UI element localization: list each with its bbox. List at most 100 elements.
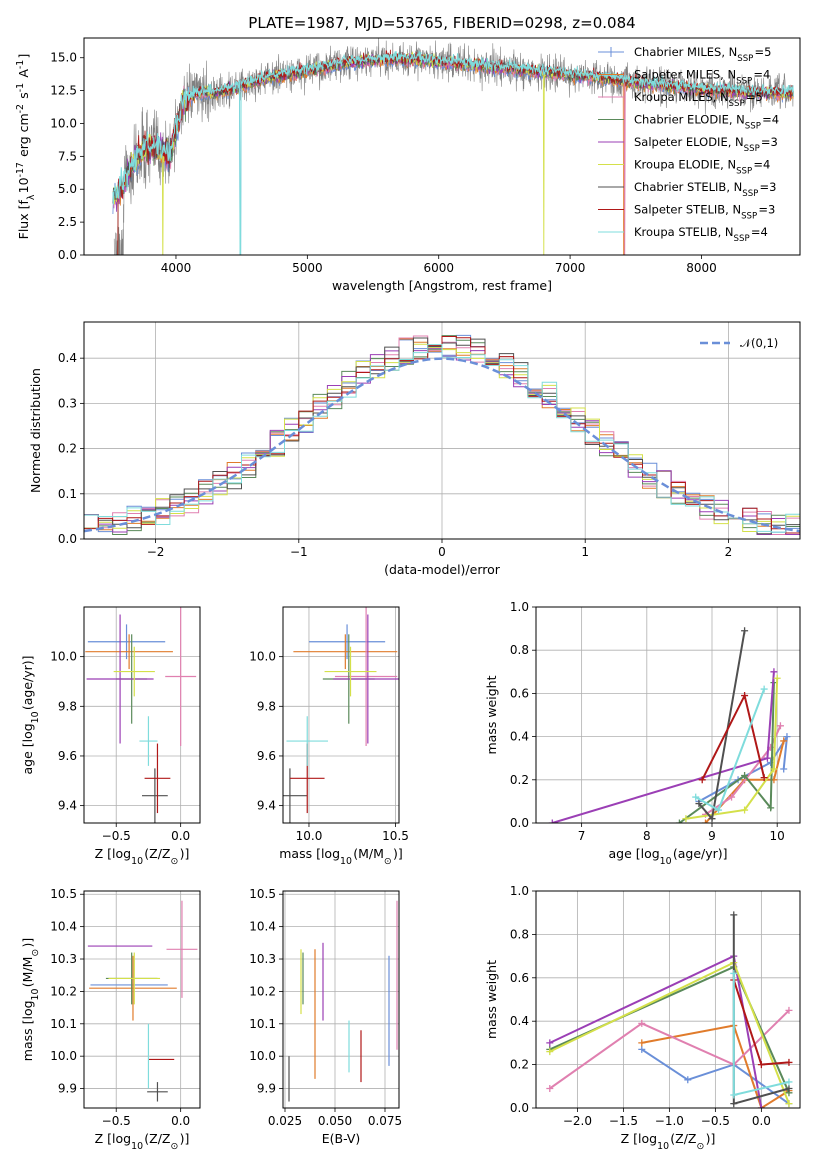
weight-line-kroupa_elodie (685, 678, 779, 820)
weight-marker-kroupa_elodie (741, 806, 749, 814)
plot-frame (83, 890, 201, 1109)
y-tick-label: 10.4 (50, 920, 77, 934)
x-tick-label: 10 (770, 829, 785, 843)
x-tick-label: 5000 (292, 261, 323, 275)
weight-marker-kroupa_miles (776, 722, 784, 730)
y-axis-label: mass weight (484, 675, 499, 754)
y-tick-label: 0.4 (510, 730, 529, 744)
weight-marker-chabrier_stelib (730, 911, 738, 919)
weight-marker-kroupa_stelib (715, 806, 723, 814)
weight-marker-kroupa_stelib (730, 1091, 738, 1099)
y-tick-label: 10.0 (50, 1049, 77, 1063)
x-tick-label: −1.0 (655, 1114, 684, 1128)
y-tick-label: 10.0 (50, 650, 77, 664)
legend-label: Kroupa MILES, NSSP =5 (634, 90, 763, 109)
weight-marker-salpeter_stelib (741, 692, 749, 700)
x-tick-label: 1 (581, 545, 589, 559)
y-tick-label: 10.0 (50, 116, 77, 130)
y-tick-label: 0.2 (510, 773, 529, 787)
x-tick-label: 0.0 (171, 829, 190, 843)
weight-line-chabrier_miles (641, 1048, 790, 1105)
plot-frame (83, 606, 201, 824)
x-tick-label: 0.0 (171, 1114, 190, 1128)
y-tick-label: 10.5 (249, 887, 276, 901)
y-tick-label: 10.1 (249, 1017, 276, 1031)
weight-marker-chabrier_stelib (730, 1100, 738, 1108)
y-tick-label: 9.8 (58, 699, 77, 713)
legend-label: Chabrier ELODIE, NSSP =4 (634, 113, 779, 132)
x-tick-label: −2 (147, 545, 165, 559)
legend-label: Kroupa ELODIE, NSSP =4 (634, 158, 770, 177)
x-tick-label: 0.0 (752, 1114, 771, 1128)
y-tick-label: 0.0 (58, 248, 77, 262)
weight-marker-kroupa_miles (638, 1019, 646, 1027)
x-axis-label: wavelength [Angstrom, rest frame] (332, 278, 552, 293)
weight-marker-chabrier_miles (783, 733, 791, 741)
weight-marker-chabrier_elodie (675, 819, 683, 823)
weights-plot-area (546, 911, 793, 1108)
y-tick-label: 2.5 (58, 215, 77, 229)
legend-label: Chabrier STELIB, NSSP =3 (634, 180, 776, 199)
weight-marker-kroupa_elodie (546, 1048, 554, 1056)
y-tick-label: 0.4 (510, 1014, 529, 1028)
weight-marker-salpeter_stelib (698, 776, 706, 784)
weight-marker-kroupa_elodie (785, 1100, 793, 1108)
weight-marker-salpeter_miles (638, 1039, 646, 1047)
x-tick-label: 4000 (161, 261, 192, 275)
plot-frame (83, 321, 801, 540)
x-axis-label: mass [log10 (M/M⊙ )] (279, 846, 402, 867)
weight-marker-chabrier_elodie (767, 804, 775, 812)
plot-frame (282, 890, 400, 1109)
y-tick-label: 10.3 (249, 952, 276, 966)
histogram-kroupa_stelib (84, 344, 800, 535)
errorbar-plot-area (85, 607, 197, 823)
weight-marker-kroupa_miles (785, 1006, 793, 1014)
y-tick-label: 0.0 (58, 532, 77, 546)
y-tick-label: 10.0 (249, 1049, 276, 1063)
y-tick-label: 9.9 (58, 1082, 77, 1096)
x-tick-label: −0.5 (102, 829, 131, 843)
y-axis-label: mass [log10 (M/M⊙ )] (20, 938, 41, 1061)
weight-marker-chabrier_miles (767, 759, 775, 767)
weight-marker-kroupa_elodie (773, 674, 781, 682)
y-axis-label: age [log10 (age/yr)] (20, 655, 41, 774)
y-tick-label: 9.4 (58, 799, 77, 813)
weight-marker-kroupa_elodie (682, 815, 690, 823)
weight-marker-chabrier_miles (684, 1076, 692, 1084)
weight-marker-salpeter_miles (701, 819, 709, 823)
x-tick-label: 0.025 (268, 1114, 302, 1128)
weight-marker-chabrier_stelib (695, 800, 703, 808)
x-tick-label: 0.075 (368, 1114, 402, 1128)
y-tick-label: 9.9 (257, 1082, 276, 1096)
y-tick-label: 10.2 (50, 984, 77, 998)
x-tick-label: 2 (725, 545, 733, 559)
weight-marker-chabrier_elodie (741, 771, 749, 779)
x-tick-label: 7000 (555, 261, 586, 275)
y-tick-label: 10.0 (249, 650, 276, 664)
x-tick-label: 6000 (423, 261, 454, 275)
y-tick-label: 9.4 (257, 799, 276, 813)
x-tick-label: 0 (438, 545, 446, 559)
weight-marker-chabrier_stelib (785, 1084, 793, 1092)
spectrum-plot-area (112, 38, 794, 255)
x-tick-label: 7 (578, 829, 586, 843)
y-tick-label: 0.0 (510, 816, 529, 830)
y-axis-label: Normed distribution (28, 368, 43, 493)
y-tick-label: 0.8 (510, 643, 529, 657)
y-tick-label: 0.0 (510, 1101, 529, 1115)
y-axis-label: mass weight (484, 960, 499, 1039)
weight-marker-chabrier_miles (780, 765, 788, 773)
x-tick-label: −0.5 (102, 1114, 131, 1128)
weight-marker-kroupa_stelib (692, 793, 700, 801)
y-tick-label: 10.4 (249, 920, 276, 934)
weight-marker-kroupa_elodie (770, 765, 778, 773)
weight-marker-salpeter_elodie (548, 819, 556, 823)
weight-marker-salpeter_stelib (785, 1058, 793, 1066)
weight-marker-kroupa_stelib (730, 969, 738, 977)
x-tick-label: 10.0 (296, 829, 323, 843)
y-tick-label: 0.6 (510, 971, 529, 985)
chart-title: PLATE=1987, MJD=53765, FIBERID=0298, z=0… (248, 14, 635, 32)
x-tick-label: −1.5 (609, 1114, 638, 1128)
y-tick-label: 10.2 (249, 984, 276, 998)
weight-marker-kroupa_stelib (760, 685, 768, 693)
